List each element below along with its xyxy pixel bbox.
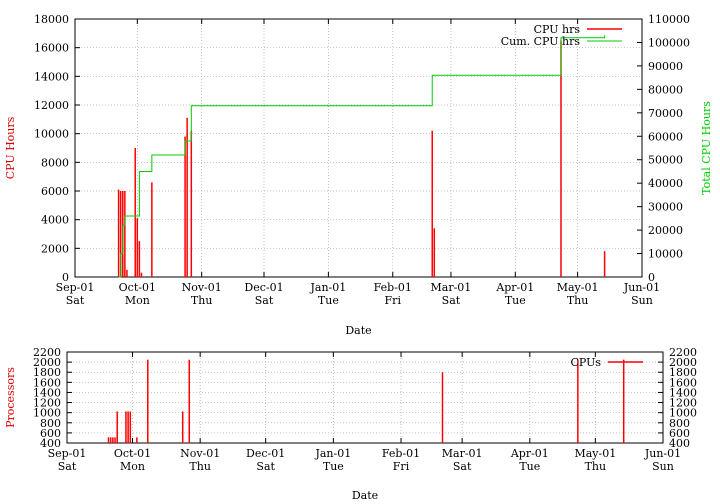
x-tick-label: Jun-01 [644,447,681,460]
y-tick-label: 6000 [41,185,69,198]
y-tick-label: 600 [40,427,61,440]
x-tick-label: Dec-01 [244,281,283,294]
x-tick-day-label: Thu [191,294,213,307]
y2-axis-label: Total CPU Hours [700,101,713,195]
y2-tick-label: 2200 [669,346,697,359]
y2-tick-label: 20000 [648,224,683,237]
y-tick-label: 18000 [34,13,69,26]
y2-tick-label: 1600 [669,376,697,389]
y-tick-label: 12000 [34,99,69,112]
x-tick-label: Apr-01 [510,447,549,460]
y2-tick-label: 800 [669,417,690,430]
x-tick-day-label: Sat [453,460,472,473]
x-tick-label: Nov-01 [180,447,220,460]
y-tick-label: 1000 [33,407,61,420]
x-tick-day-label: Thu [189,460,211,473]
y-tick-label: 2000 [41,242,69,255]
y2-tick-label: 90000 [648,60,683,73]
x-tick-day-label: Sun [631,294,653,307]
x-tick-day-label: Thu [567,294,589,307]
y-tick-label: 1600 [33,376,61,389]
plot-frame [74,18,643,278]
y2-tick-label: 600 [669,427,690,440]
y2-tick-label: 50000 [648,154,683,167]
x-tick-label: Oct-01 [114,447,151,460]
x-tick-label: Oct-01 [119,281,156,294]
y-tick-label: 16000 [34,42,69,55]
cumulative-step-line [118,35,606,278]
y-tick-label: 10000 [34,128,69,141]
x-tick-label: May-01 [574,447,616,460]
x-tick-label: Feb-01 [382,447,420,460]
x-tick-day-label: Sat [442,294,461,307]
x-tick-label: Dec-01 [246,447,285,460]
y2-tick-label: 40000 [648,177,683,190]
y-axis-label: Processors [4,367,17,428]
x-tick-day-label: Tue [318,294,339,307]
y-tick-label: 2000 [33,356,61,369]
legend-label: CPUs [570,356,601,369]
y2-tick-label: 1800 [669,366,697,379]
x-tick-day-label: Mon [125,294,150,307]
y2-tick-label: 10000 [648,248,683,261]
x-tick-day-label: Sat [58,460,77,473]
x-tick-label: Jan-01 [309,281,346,294]
legend-label: CPU hrs [534,23,581,36]
x-tick-label: Feb-01 [374,281,412,294]
x-tick-label: Jun-01 [623,281,660,294]
x-axis-label: Date [345,324,371,337]
y2-tick-label: 80000 [648,83,683,96]
x-tick-day-label: Fri [393,460,410,473]
y-tick-label: 400 [40,437,61,450]
y2-tick-label: 110000 [648,13,690,26]
y2-tick-label: 100000 [648,36,690,49]
y2-tick-label: 70000 [648,107,683,120]
legend-label: Cum. CPU hrs [501,35,581,48]
x-tick-label: Sep-01 [56,281,95,294]
x-tick-label: Nov-01 [182,281,222,294]
x-tick-day-label: Sun [652,460,674,473]
y-tick-label: 1200 [33,397,61,410]
x-tick-day-label: Thu [585,460,607,473]
x-tick-label: Jan-01 [314,447,351,460]
plot-frame [66,351,664,444]
x-tick-label: Mar-01 [431,281,472,294]
x-tick-day-label: Fri [385,294,402,307]
y2-tick-label: 1200 [669,397,697,410]
y-tick-label: 4000 [41,214,69,227]
y2-tick-label: 30000 [648,201,683,214]
y-tick-label: 800 [40,417,61,430]
x-tick-label: Sep-01 [48,447,87,460]
y-tick-label: 2200 [33,346,61,359]
x-tick-label: Apr-01 [495,281,534,294]
x-tick-day-label: Sat [256,460,275,473]
x-tick-day-label: Tue [323,460,344,473]
x-tick-label: Mar-01 [442,447,483,460]
y-tick-label: 1400 [33,386,61,399]
x-axis-label: Date [352,489,378,502]
y2-tick-label: 60000 [648,130,683,143]
y2-tick-label: 400 [669,437,690,450]
y-tick-label: 14000 [34,70,69,83]
y-tick-label: 8000 [41,156,69,169]
y-tick-label: 0 [62,271,69,284]
x-tick-day-label: Sat [66,294,85,307]
x-tick-day-label: Tue [505,294,526,307]
x-tick-day-label: Tue [519,460,540,473]
y2-tick-label: 0 [648,271,655,284]
y2-tick-label: 1400 [669,386,697,399]
x-tick-day-label: Mon [120,460,145,473]
y-axis-label: CPU Hours [4,116,17,179]
y2-tick-label: 2000 [669,356,697,369]
y-tick-label: 1800 [33,366,61,379]
x-tick-day-label: Sat [255,294,274,307]
y2-tick-label: 1000 [669,407,697,420]
x-tick-label: May-01 [557,281,599,294]
